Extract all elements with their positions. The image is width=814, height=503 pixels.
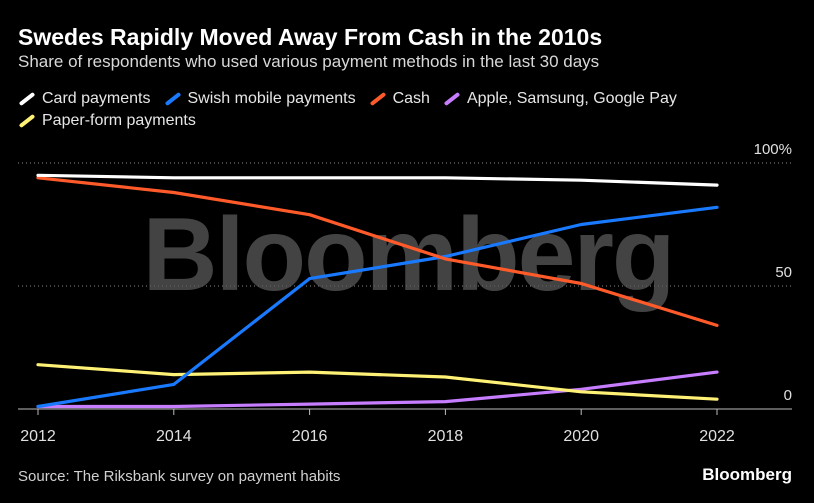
legend-item-cash: Cash — [369, 90, 430, 108]
y-tick-label: 50 — [775, 264, 792, 281]
legend-row: Paper-form payments — [18, 110, 808, 132]
legend-item-card: Card payments — [18, 90, 151, 108]
x-tick-label: 2022 — [699, 428, 735, 445]
series-line-apple-samsung-google-pay — [36, 370, 719, 409]
series-line-paper-form-payments — [36, 363, 719, 401]
legend-item-swish: Swish mobile payments — [164, 90, 356, 108]
series-line-card-payments — [36, 173, 719, 187]
chart-title: Swedes Rapidly Moved Away From Cash in t… — [18, 24, 603, 50]
x-tick-label: 2012 — [20, 428, 56, 445]
legend-label-cash: Cash — [392, 90, 430, 107]
legend-item-paper: Paper-form payments — [18, 112, 196, 130]
legend-row: Card payments Swish mobile payments Cash… — [18, 88, 808, 110]
watermark-text: Bloomberg — [143, 197, 674, 313]
x-tick-label: 2016 — [292, 428, 328, 445]
y-tick-label: 100% — [754, 141, 792, 158]
series-line-swish-mobile-payments — [36, 205, 719, 409]
x-tick-label: 2018 — [428, 428, 464, 445]
legend-label-swish: Swish mobile payments — [187, 90, 356, 107]
legend-label-paper: Paper-form payments — [42, 112, 196, 129]
chart-subtitle: Share of respondents who used various pa… — [18, 52, 600, 71]
source-note: Source: The Riksbank survey on payment h… — [18, 468, 341, 485]
x-tick-label: 2014 — [156, 428, 192, 445]
brand-logo: Bloomberg — [702, 465, 792, 484]
legend-label-wallet-pay: Apple, Samsung, Google Pay — [466, 90, 677, 107]
legend: Card payments Swish mobile payments Cash… — [18, 88, 808, 132]
x-tick-label: 2020 — [563, 428, 599, 445]
legend-item-wallet-pay: Apple, Samsung, Google Pay — [443, 90, 677, 108]
legend-label-card: Card payments — [42, 90, 151, 107]
series-line-cash — [36, 176, 719, 327]
y-tick-label: 0 — [784, 387, 792, 404]
